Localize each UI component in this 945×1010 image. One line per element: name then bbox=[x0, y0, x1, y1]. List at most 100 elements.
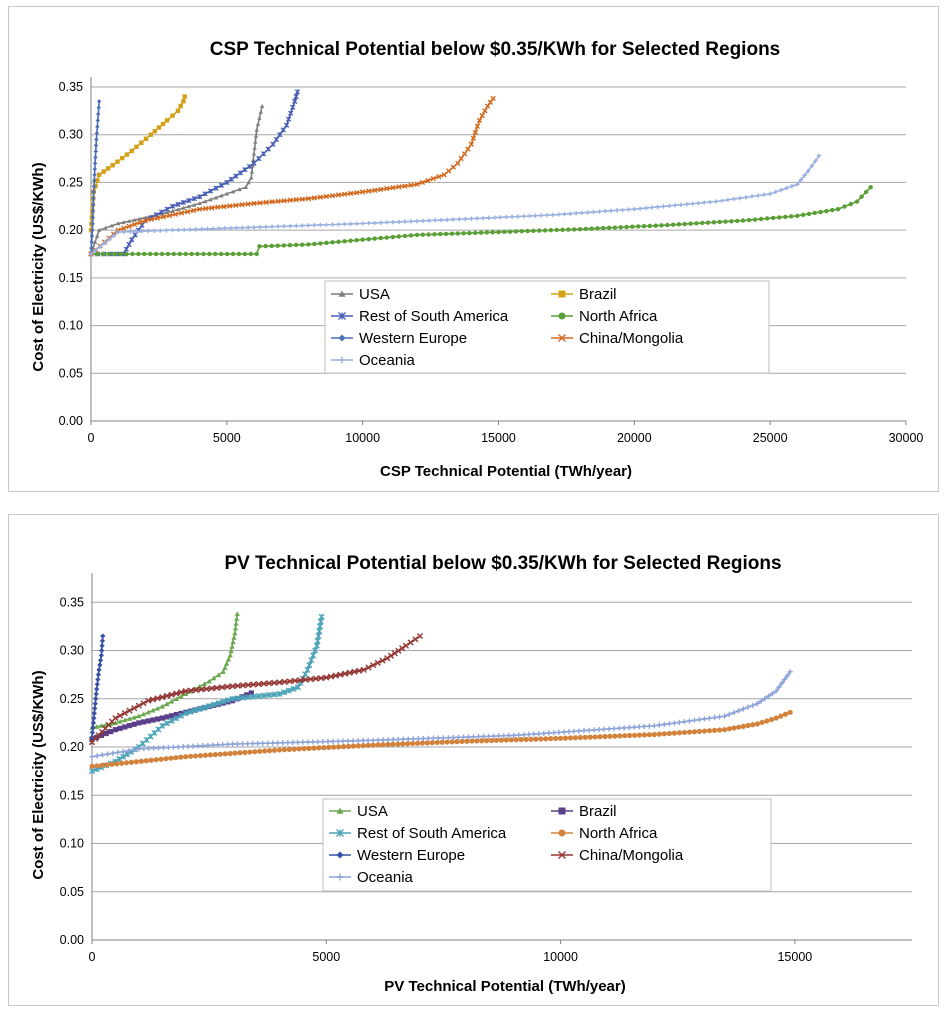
data-point bbox=[746, 217, 752, 223]
data-point bbox=[280, 740, 286, 746]
data-point bbox=[160, 214, 167, 220]
data-point bbox=[548, 228, 554, 233]
legend-label: Rest of South America bbox=[359, 308, 509, 325]
data-point bbox=[384, 235, 390, 240]
data-point bbox=[152, 128, 158, 134]
data-point bbox=[98, 723, 104, 728]
data-point bbox=[251, 225, 257, 230]
data-point bbox=[92, 178, 97, 183]
legend-box bbox=[322, 798, 772, 892]
data-point bbox=[146, 745, 152, 752]
data-point bbox=[276, 690, 283, 698]
legend-marker bbox=[558, 829, 566, 837]
data-point bbox=[120, 748, 126, 755]
data-point bbox=[90, 725, 96, 731]
data-point bbox=[159, 722, 166, 729]
data-point bbox=[445, 735, 452, 741]
data-point bbox=[725, 197, 731, 203]
data-point bbox=[729, 219, 734, 224]
data-point bbox=[89, 763, 95, 769]
data-point bbox=[414, 232, 420, 238]
data-point bbox=[96, 99, 102, 104]
data-point bbox=[115, 749, 121, 755]
data-point bbox=[327, 673, 335, 680]
data-point bbox=[115, 159, 120, 164]
data-point bbox=[678, 202, 684, 207]
data-point bbox=[158, 228, 163, 233]
data-point bbox=[265, 146, 271, 152]
data-point bbox=[681, 719, 688, 725]
data-point bbox=[184, 208, 191, 215]
data-point bbox=[273, 136, 280, 143]
x-tick-label: 0 bbox=[88, 431, 95, 445]
data-point bbox=[117, 725, 123, 731]
data-point bbox=[169, 713, 175, 719]
y-tick-label: 0.35 bbox=[60, 595, 84, 609]
data-point bbox=[170, 744, 176, 750]
data-point bbox=[626, 724, 632, 731]
data-point bbox=[246, 180, 251, 185]
data-point bbox=[202, 191, 208, 197]
data-point bbox=[348, 238, 353, 243]
data-point bbox=[414, 181, 420, 188]
data-point bbox=[234, 611, 240, 616]
data-point bbox=[163, 720, 171, 727]
data-point bbox=[314, 637, 321, 644]
data-point bbox=[340, 744, 347, 750]
data-point bbox=[550, 212, 556, 218]
data-point bbox=[106, 166, 111, 171]
data-point bbox=[299, 196, 305, 202]
data-point bbox=[706, 715, 713, 721]
data-point bbox=[201, 681, 208, 687]
data-point bbox=[321, 745, 327, 751]
data-point bbox=[215, 204, 221, 210]
data-point bbox=[120, 225, 127, 231]
data-point bbox=[475, 734, 482, 740]
data-point bbox=[142, 217, 149, 224]
data-point bbox=[348, 221, 353, 227]
data-point bbox=[251, 160, 257, 167]
data-point bbox=[99, 638, 106, 644]
data-point bbox=[257, 200, 263, 206]
data-point bbox=[766, 693, 772, 699]
data-point bbox=[323, 674, 330, 681]
legend-marker bbox=[338, 290, 346, 297]
data-point bbox=[602, 733, 608, 740]
data-point bbox=[385, 737, 391, 743]
data-point bbox=[582, 734, 588, 740]
data-point bbox=[646, 732, 652, 738]
data-point bbox=[480, 215, 486, 221]
data-point bbox=[617, 733, 623, 739]
data-point bbox=[498, 215, 503, 220]
data-point bbox=[140, 700, 147, 707]
data-point bbox=[690, 201, 695, 206]
data-point bbox=[193, 227, 198, 232]
data-point bbox=[192, 707, 199, 714]
data-point bbox=[253, 133, 259, 138]
data-point bbox=[595, 226, 600, 231]
legend-label: North Africa bbox=[579, 825, 658, 842]
data-point bbox=[509, 214, 515, 219]
data-point bbox=[482, 108, 488, 114]
data-point bbox=[385, 741, 391, 748]
data-point bbox=[229, 683, 236, 690]
data-point bbox=[271, 747, 278, 753]
data-point bbox=[420, 735, 426, 742]
data-point bbox=[197, 201, 202, 206]
y-tick-label: 0.30 bbox=[59, 128, 83, 142]
data-point bbox=[227, 203, 233, 209]
data-point bbox=[163, 756, 169, 762]
data-point bbox=[149, 696, 157, 703]
data-point bbox=[659, 223, 664, 228]
data-point bbox=[94, 763, 100, 769]
data-point bbox=[154, 695, 161, 702]
data-point bbox=[121, 220, 126, 225]
data-point bbox=[323, 193, 330, 200]
x-tick-label: 0 bbox=[89, 950, 96, 964]
data-point bbox=[536, 731, 542, 737]
data-point bbox=[124, 152, 130, 157]
data-point bbox=[556, 729, 562, 735]
data-point bbox=[242, 749, 248, 756]
data-point bbox=[740, 218, 746, 223]
data-point bbox=[691, 717, 698, 723]
